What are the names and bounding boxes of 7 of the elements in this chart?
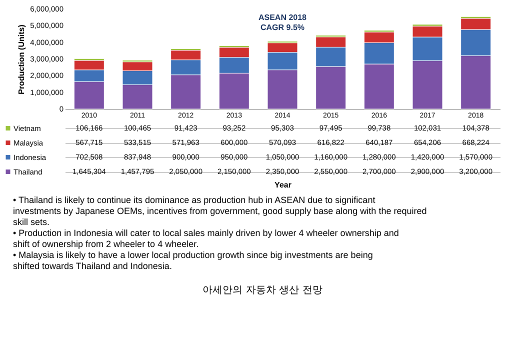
text: 아세안의 자동차 생산 전망 [202, 285, 322, 296]
y-axis-title: Production (Units) [17, 24, 26, 94]
text: • Malaysia is likely to have a lower local production growth since big investments are being shifted towards Thailand and Indonesia. [13, 250, 373, 271]
annotation: ASEAN 2018 CAGR 9.5% [258, 13, 308, 32]
text: • Production in Indonesia will cater to local sales mainly driven by lower 4 wheeler ownership and shift of ownership from 2 wheeler to 4 wheeler. [13, 228, 399, 249]
text: Year [274, 180, 292, 190]
text: • Thailand is likely to continue its dominance as production hub in ASEAN due to significant investments by Japanese OEMs, incentives from government, good supply base along with the required skill sets. [13, 195, 427, 227]
